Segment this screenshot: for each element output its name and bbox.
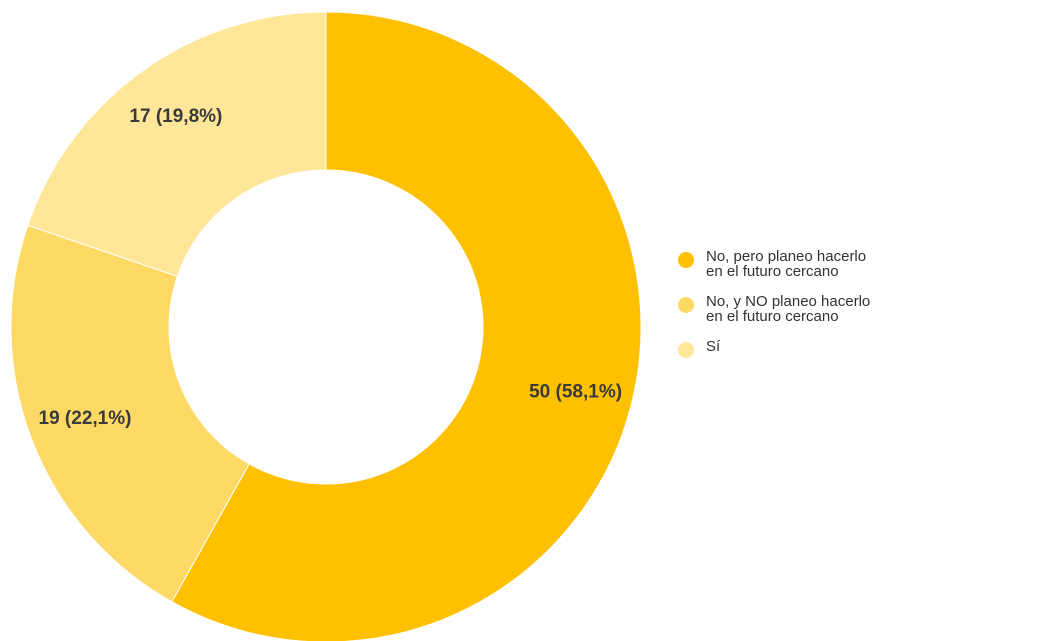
slice-label-no-planeo: 19 (22,1%) xyxy=(39,408,132,429)
slice-label-planeo: 50 (58,1%) xyxy=(529,381,622,402)
slice-labels-group: 50 (58,1%) 19 (22,1%) 17 (19,8%) xyxy=(39,106,623,429)
slice-si[interactable] xyxy=(27,11,327,277)
legend-label-planeo: No, pero planeo hacerlo en el futuro cer… xyxy=(706,248,867,280)
legend-swatch-si xyxy=(678,342,694,358)
legend-item-no-planeo[interactable]: No, y NO planeo hacerlo en el futuro cer… xyxy=(678,294,1028,324)
slice-label-si: 17 (19,8%) xyxy=(129,106,222,127)
donut-svg: 50 (58,1%) 19 (22,1%) 17 (19,8%) xyxy=(10,11,642,641)
legend-item-si[interactable]: Sí xyxy=(678,339,1028,358)
legend-item-planeo[interactable]: No, pero planeo hacerlo en el futuro cer… xyxy=(678,249,1028,279)
legend: No, pero planeo hacerlo en el futuro cer… xyxy=(678,249,1028,373)
legend-swatch-planeo xyxy=(678,252,694,268)
legend-label-no-planeo: No, y NO planeo hacerlo en el futuro cer… xyxy=(706,293,871,325)
slice-no-planeo[interactable] xyxy=(10,224,250,603)
slices-group xyxy=(10,11,642,641)
slice-planeo[interactable] xyxy=(171,11,642,641)
legend-label-si: Sí xyxy=(706,338,721,355)
legend-swatch-no-planeo xyxy=(678,297,694,313)
